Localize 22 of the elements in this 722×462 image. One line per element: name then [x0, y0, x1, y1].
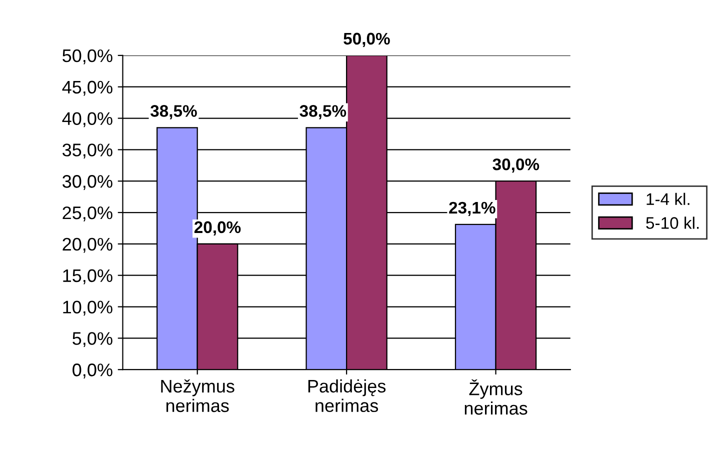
x-tick-label: Žymus nerimas [464, 379, 528, 415]
y-tick-label: 40,0% [62, 112, 112, 128]
x-tick-label: Nežymus nerimas [161, 379, 234, 412]
y-tick-label: 20,0% [62, 238, 112, 253]
y-tick-label: 25,0% [62, 206, 112, 222]
y-tick-label: 50,0% [62, 49, 112, 64]
legend-label: 5-10 kl. [646, 216, 699, 229]
y-tick-label: 0,0% [72, 364, 112, 378]
data-label: 23,1% [449, 202, 496, 216]
data-label: 38,5% [300, 105, 346, 120]
y-tick-label: 45,0% [62, 80, 112, 96]
data-label: 50,0% [344, 32, 390, 48]
legend-label: 1-4 kl. [646, 192, 690, 205]
x-tick-label: Padidėjęs nerimas [308, 379, 386, 412]
y-tick-label: 30,0% [62, 175, 112, 190]
data-label: 20,0% [194, 221, 241, 236]
data-label: 38,5% [150, 105, 197, 120]
y-tick-label: 15,0% [63, 269, 112, 284]
data-label: 30,0% [492, 158, 540, 173]
y-tick-label: 5,0% [72, 332, 112, 348]
y-tick-label: 35,0% [62, 144, 112, 159]
y-tick-label: 10,0% [63, 300, 112, 316]
